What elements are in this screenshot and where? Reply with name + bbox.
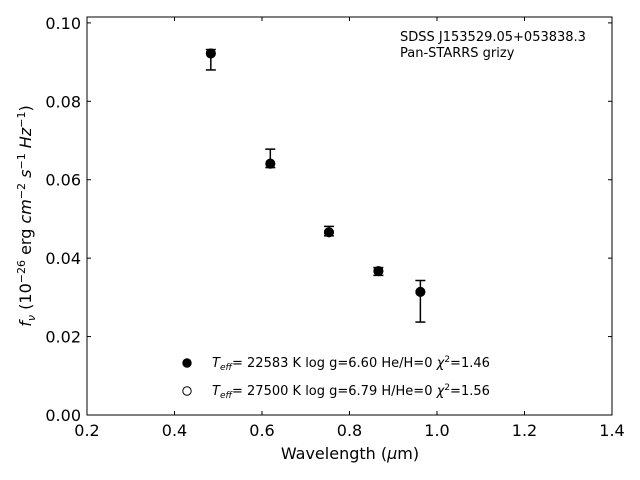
annotation-survey: Pan-STARRS grizy (400, 46, 515, 61)
x-tick-label: 0.2 (74, 421, 99, 440)
model-point-filled (265, 158, 276, 169)
annotation-object: SDSS J153529.05+053838.3 (400, 30, 586, 45)
model-point-filled (415, 286, 426, 297)
y-tick-label: 0.06 (45, 171, 81, 190)
legend-marker-open (182, 386, 192, 396)
x-tick-label: 0.8 (337, 421, 362, 440)
y-axis-label: fν (10−26 erg cm−2 s−1 Hz−1) (15, 105, 38, 326)
model-point-filled (373, 266, 384, 277)
ticks-layer: 0.2 0.4 0.6 0.8 1.0 1.2 1.4 0.00 0.02 0.04 0.06 0.0… (45, 14, 624, 440)
x-tick-label: 1.0 (424, 421, 449, 440)
plot-frame (86, 16, 613, 416)
y-tick-label: 0.02 (45, 328, 81, 347)
legend: Teff= 22583 K log g=6.60 He/H=0 χ2=1.46 … (182, 355, 490, 401)
x-tick-label: 1.2 (512, 421, 537, 440)
marks-layer (205, 48, 426, 323)
y-tick-label: 0.08 (45, 92, 81, 111)
x-tick-label: 0.6 (249, 421, 274, 440)
model-point-filled (323, 227, 334, 238)
x-axis-label: Wavelength (μm) (281, 444, 419, 463)
x-tick-label: 1.4 (599, 421, 624, 440)
legend-marker-filled (182, 358, 192, 368)
y-tick-label: 0.00 (45, 406, 81, 425)
legend-entry-1: Teff= 22583 K log g=6.60 He/H=0 χ2=1.46 (212, 355, 490, 373)
x-tick-label: 0.4 (162, 421, 187, 440)
y-tick-label: 0.10 (45, 14, 81, 33)
legend-entry-2: Teff= 27500 K log g=6.79 H/He=0 χ2=1.56 (212, 383, 490, 401)
model-point-filled (205, 48, 216, 59)
y-tick-label: 0.04 (45, 249, 81, 268)
